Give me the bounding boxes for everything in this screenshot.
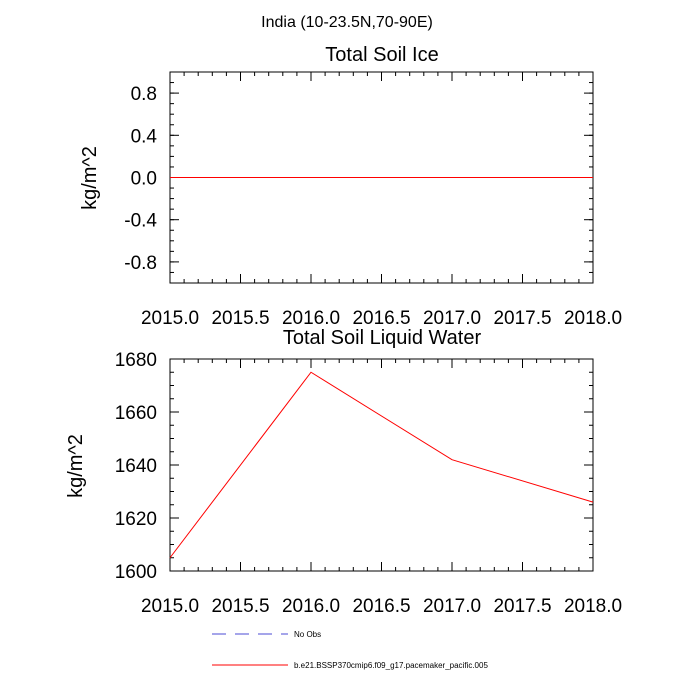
y-tick-label: -0.8 — [124, 253, 157, 274]
y-tick-label: 1600 — [115, 562, 157, 583]
y-axis-label: kg/m^2 — [65, 434, 87, 498]
page-title: India (10-23.5N,70-90E) — [261, 14, 433, 31]
x-tick-label: 2016.5 — [352, 308, 410, 329]
y-tick-label: 0.0 — [131, 169, 157, 190]
legend: No Obs b.e21.BSSP370cmip6.f09_g17.pacema… — [212, 630, 488, 670]
soil-ice-chart: Total Soil Ice kg/m^2 2015.0 2015.5 2016.0… — [79, 44, 622, 329]
y-tick-label: 1660 — [115, 403, 157, 424]
x-tick-label: 2016.0 — [282, 308, 340, 329]
legend-label-no-obs: No Obs — [294, 630, 321, 639]
x-tick-label: 2015.0 — [141, 596, 199, 617]
y-tick-label: 1620 — [115, 509, 157, 530]
x-tick-label: 2015.0 — [141, 308, 199, 329]
x-tick-label: 2016.0 — [282, 596, 340, 617]
x-tick-label: 2018.0 — [564, 596, 622, 617]
y-tick-label: 1640 — [115, 456, 157, 477]
y-tick-label: 0.4 — [131, 126, 158, 147]
y-tick-label: 1680 — [115, 350, 157, 371]
soil-liquid-water-chart: Total Soil Liquid Water kg/m^2 2015.0 201… — [65, 327, 622, 617]
x-tick-label: 2017.5 — [493, 308, 551, 329]
chart-title: Total Soil Ice — [325, 44, 438, 66]
x-tick-label: 2018.0 — [564, 308, 622, 329]
y-axis-label: kg/m^2 — [79, 146, 101, 210]
x-tick-label: 2015.5 — [211, 308, 269, 329]
legend-label-model: b.e21.BSSP370cmip6.f09_g17.pacemaker_pac… — [294, 661, 488, 670]
x-tick-label: 2017.0 — [423, 308, 481, 329]
y-tick-label: -0.4 — [124, 211, 157, 232]
y-tick-label: 0.8 — [131, 84, 157, 105]
series-line — [169, 371, 594, 559]
x-tick-label: 2017.0 — [423, 596, 481, 617]
x-tick-label: 2017.5 — [493, 596, 551, 617]
plot-frame — [169, 358, 594, 572]
x-tick-label: 2015.5 — [211, 596, 269, 617]
x-tick-label: 2016.5 — [352, 596, 410, 617]
chart-title: Total Soil Liquid Water — [283, 327, 482, 349]
